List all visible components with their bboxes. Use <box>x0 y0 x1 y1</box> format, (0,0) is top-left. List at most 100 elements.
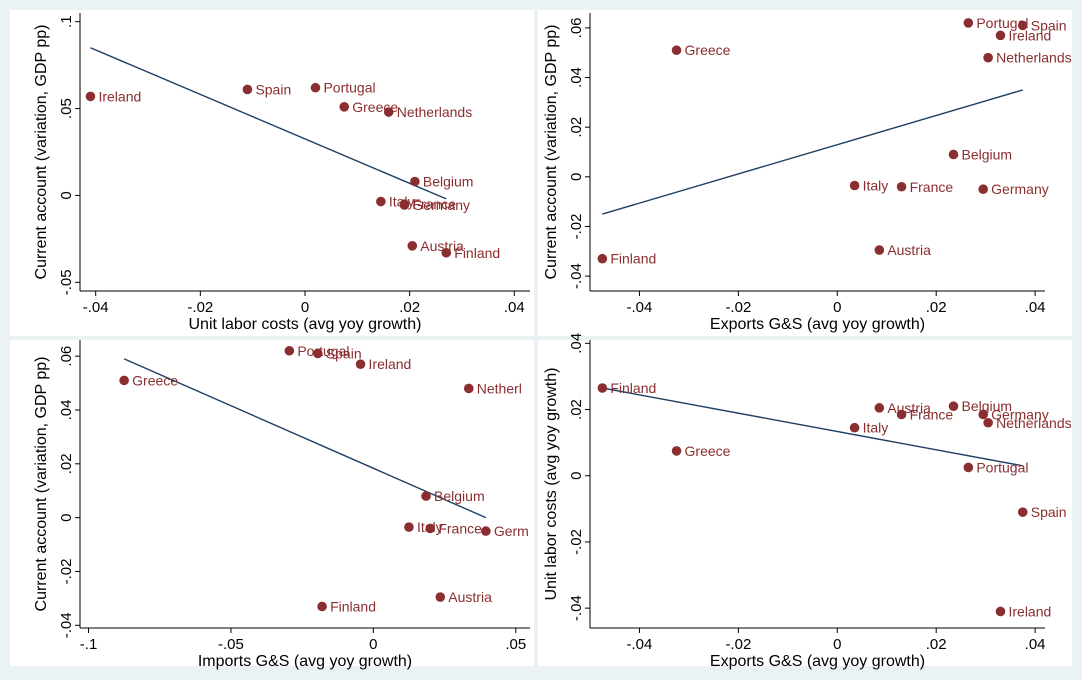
data-point-label: Belgium <box>962 398 1013 414</box>
data-point <box>425 523 436 534</box>
y-tick-label: 0 <box>58 191 75 199</box>
y-tick-label: .05 <box>58 98 75 119</box>
data-point-label: Germany <box>991 181 1049 197</box>
x-tick-label: -.04 <box>83 299 109 316</box>
y-tick-label: .04 <box>568 67 585 88</box>
data-point <box>85 91 96 102</box>
data-point-label: Netherl <box>477 380 522 396</box>
y-tick-label: -.02 <box>568 214 585 240</box>
x-tick-label: -.02 <box>725 636 751 653</box>
data-point <box>441 247 452 258</box>
data-point-label: France <box>910 406 954 422</box>
x-tick-label: .04 <box>1025 299 1046 316</box>
data-point-label: Austria <box>448 589 492 605</box>
x-tick-label: 0 <box>369 636 377 653</box>
data-point-label: Netherlands <box>397 104 473 120</box>
data-point-label: Italy <box>863 420 889 436</box>
data-point <box>284 345 295 356</box>
y-tick-label: .06 <box>58 346 75 367</box>
x-tick-label: -.02 <box>187 299 213 316</box>
data-point-label: Belgium <box>434 488 485 504</box>
x-axis-title: Imports G&S (avg yoy growth) <box>198 653 412 670</box>
data-point-label: Netherlands <box>996 415 1072 431</box>
x-tick-label: .05 <box>505 636 526 653</box>
data-point-label: Ireland <box>1008 27 1051 43</box>
scatter-panel-3: -.1 -.05 0 .05 -.04 -.02 0 .02 .04 .06 Imports G&S… <box>10 340 534 670</box>
y-tick-label: .02 <box>58 453 75 474</box>
data-point <box>896 409 907 420</box>
data-point-label: Finland <box>610 251 656 267</box>
data-point <box>481 526 491 536</box>
fit-line <box>602 89 1023 215</box>
data-point <box>404 522 414 532</box>
y-tick-label: 0 <box>568 472 585 480</box>
data-point-label: France <box>910 179 954 195</box>
y-axis-title: Current account (variation, GDP pp) <box>33 357 50 612</box>
scatter-panel-1: -.04 -.02 0 .02 .04 -.05 0 .05 .1 Unit labor cost… <box>10 10 534 336</box>
y-tick-label: -.02 <box>568 529 585 555</box>
data-point <box>1017 507 1028 517</box>
data-point <box>310 82 321 93</box>
data-point-label: Portugal <box>323 80 375 96</box>
data-point <box>995 606 1006 617</box>
data-point <box>407 241 418 251</box>
data-point <box>995 30 1006 41</box>
data-point-label: France <box>412 196 456 212</box>
x-tick-label: -.04 <box>627 636 653 653</box>
plot-background <box>538 340 1072 666</box>
data-point-label: Austria <box>420 238 464 254</box>
fit-line <box>123 358 487 519</box>
data-point-label: Portugal <box>297 343 349 359</box>
data-point-label: Finland <box>610 380 656 396</box>
x-tick-label: -.04 <box>627 299 653 316</box>
y-tick-label: .02 <box>568 117 585 138</box>
data-point <box>242 84 253 95</box>
data-point-label: Germany <box>991 406 1049 422</box>
scatter-panel-4: -.04 -.02 0 .02 .04 -.04 -.02 0 .02 .04 Exports G&… <box>538 333 1072 670</box>
x-tick-label: .02 <box>399 299 420 316</box>
data-point <box>435 592 446 602</box>
data-point <box>671 446 682 456</box>
y-tick-label: .1 <box>58 15 75 28</box>
data-point-label: Greece <box>685 42 731 58</box>
data-point <box>339 102 350 112</box>
x-tick-label: .04 <box>504 299 525 316</box>
data-point <box>313 348 323 359</box>
data-point-label: Ireland <box>98 88 141 104</box>
data-point-label: Finland <box>330 598 376 614</box>
data-point <box>978 184 988 195</box>
data-point <box>896 181 907 192</box>
data-point <box>948 149 959 160</box>
data-point-label: Austria <box>887 242 931 258</box>
data-point-label: Belgium <box>962 146 1013 162</box>
data-point <box>849 180 860 191</box>
y-tick-label: -.04 <box>58 612 75 638</box>
data-point <box>963 462 974 473</box>
data-point-label: Finland <box>454 245 500 261</box>
data-point <box>983 417 993 428</box>
data-point <box>383 107 394 117</box>
x-axis-title: Exports G&S (avg yoy growth) <box>710 653 925 670</box>
y-tick-label: -.05 <box>58 269 75 295</box>
data-point-label: Ireland <box>1008 603 1051 619</box>
data-point <box>597 383 608 393</box>
y-tick-label: .02 <box>568 399 585 420</box>
data-point <box>978 409 988 420</box>
data-point-label: Netherlands <box>996 50 1072 66</box>
fit-line <box>602 387 1023 467</box>
data-point-label: Ireland <box>369 356 412 372</box>
fit-line <box>90 47 447 200</box>
y-tick-label: 0 <box>58 513 75 521</box>
data-point-label: Italy <box>863 178 889 194</box>
data-point <box>963 18 974 28</box>
y-tick-label: 0 <box>568 173 585 181</box>
data-point-label: Greece <box>685 443 731 459</box>
data-point <box>410 176 420 187</box>
x-axis-title: Exports G&S (avg yoy growth) <box>710 316 925 333</box>
data-point <box>849 422 860 433</box>
x-tick-label: -.05 <box>218 636 244 653</box>
